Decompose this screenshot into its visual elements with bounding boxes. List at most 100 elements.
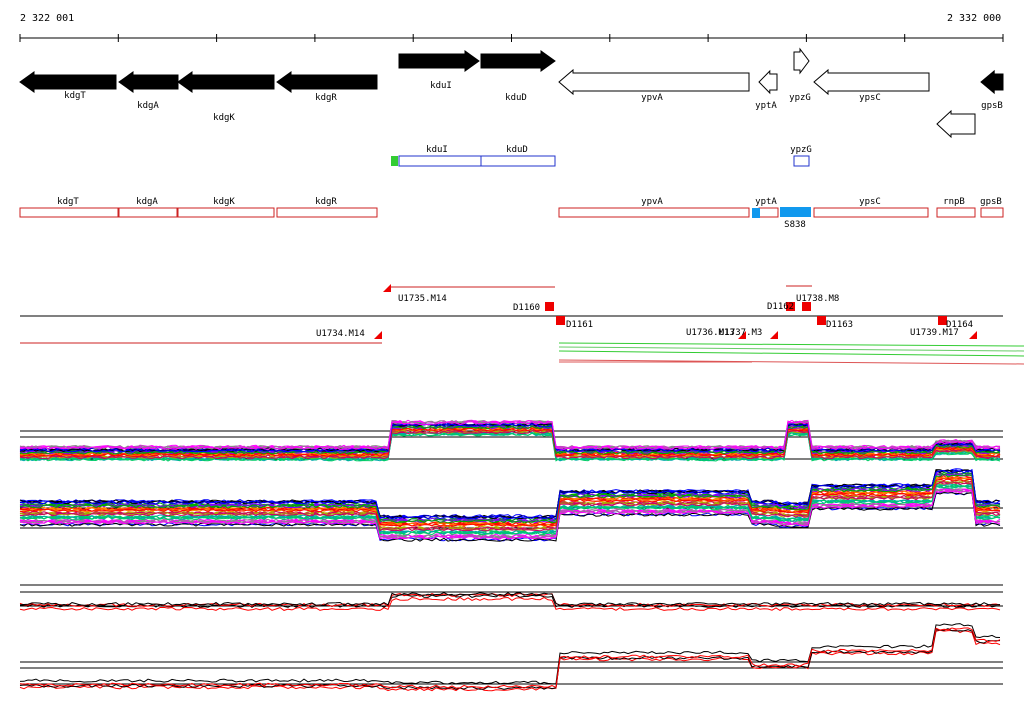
segmentation-track: U1734.M14U1735.M14D1160D1161U1736.M13U17… <box>20 284 1024 365</box>
transcript-label-gpsB: gpsB <box>980 197 1002 207</box>
profile-line-upper <box>19 427 1001 457</box>
gene-arrow-gpsB[interactable] <box>980 69 1004 95</box>
transcript-track: kdgT kdgA kdgK kdgR ypvA yptA ypsC rnpB gpsB S838 <box>19 197 1004 230</box>
breakpoint-u1734-m14[interactable] <box>374 331 382 339</box>
profile-line-lower <box>19 471 1001 522</box>
summary-line-upper <box>19 593 1001 609</box>
transcript-kdgK[interactable] <box>177 207 275 218</box>
gene-arrow-kdgR[interactable] <box>276 71 378 93</box>
breakpoint-u1736-m13[interactable] <box>738 331 746 339</box>
breakpoint-d1161-label: D1161 <box>566 320 593 330</box>
transcript-marker <box>752 208 760 218</box>
profile-line-lower <box>19 480 1001 531</box>
gene-arrow-yptA[interactable] <box>758 69 778 95</box>
breakpoint-d1161[interactable] <box>556 316 565 325</box>
transcript-label-rnpB: rnpB <box>943 197 965 207</box>
profile-line-lower <box>19 485 1000 536</box>
profile-line-lower <box>19 489 1001 540</box>
breakpoint-u1735-m14[interactable] <box>383 284 391 292</box>
segment-extent-line <box>558 359 1024 365</box>
coordinate-ruler <box>19 34 1004 42</box>
transcript-label-kdgA: kdgA <box>136 197 158 207</box>
summary-line-lower <box>19 628 1001 690</box>
breakpoint-u1734-m14-label: U1734.M14 <box>316 329 365 339</box>
breakpoint-u1735-m14-label: U1735.M14 <box>398 294 447 304</box>
transcript-kdgA[interactable] <box>118 207 178 218</box>
operon-start-marker <box>391 156 398 166</box>
gene-arrow-kdgA[interactable] <box>118 71 179 93</box>
operon-kduI[interactable] <box>398 155 482 167</box>
transcript-kdgT[interactable] <box>19 207 119 218</box>
gene-arrow-ypvA[interactable] <box>558 68 750 96</box>
transcript-label-yptA: yptA <box>755 197 777 207</box>
transcript-rnpB[interactable] <box>936 207 976 218</box>
axis-start-label: 2 322 001 <box>20 13 75 24</box>
breakpoint-u1739-m17-label: U1739.M17 <box>910 328 959 338</box>
transcript-label-ypsC: ypsC <box>859 197 881 207</box>
segment-extent-line <box>558 342 1024 347</box>
gene-label-ypzG: ypzG <box>789 93 811 103</box>
operon-ypzG[interactable] <box>793 155 810 167</box>
operon-label-ypzG: ypzG <box>790 145 812 155</box>
gene-track: kdgT kdgA kdgK kdgR kduI kduD ypvA yptA ypzG ypsC… <box>19 47 1004 139</box>
breakpoint-d1163-label: D1163 <box>826 320 853 330</box>
transcript-label-kdgT: kdgT <box>57 197 79 207</box>
gene-arrow-unnamed[interactable] <box>936 109 976 139</box>
gene-label-ypvA: ypvA <box>641 93 663 103</box>
transcript-ypvA[interactable] <box>558 207 750 218</box>
transcript-ypsC[interactable] <box>813 207 929 218</box>
breakpoint-u1738-m8-label: U1738.M8 <box>796 294 839 304</box>
transcript-gpsB[interactable] <box>980 207 1004 218</box>
breakpoint-u1737-m3-label: U1737.M3 <box>719 328 762 338</box>
operon-track: kduI kduD ypzG <box>391 145 812 167</box>
gene-label-kduI: kduI <box>430 81 452 91</box>
transcript-label-kdgK: kdgK <box>213 197 235 207</box>
breakpoint-d1164-label: D1164 <box>946 320 973 330</box>
gene-arrow-kduI[interactable] <box>398 50 480 72</box>
summary-line-lower <box>19 623 1001 685</box>
breakpoint-d1164[interactable] <box>938 316 947 325</box>
profile-line-upper <box>20 421 1001 451</box>
expression-profile-tracks <box>19 419 1003 692</box>
transcript-label-ypvA: ypvA <box>641 197 663 207</box>
profile-line-lower <box>19 473 1001 524</box>
transcript-label-kdgR: kdgR <box>315 197 337 207</box>
breakpoint-d1162-label: D1162 <box>767 302 794 312</box>
operon-label-kduD: kduD <box>506 145 528 155</box>
operon-kduD[interactable] <box>480 155 556 167</box>
gene-arrow-kdgK[interactable] <box>177 71 275 93</box>
transcript-kdgR[interactable] <box>276 207 378 218</box>
transcript-yptA[interactable] <box>758 207 779 218</box>
gene-label-kdgA: kdgA <box>137 101 159 111</box>
profile-line-lower <box>19 481 1001 532</box>
profile-line-lower <box>19 491 1001 542</box>
gene-arrow-kdgT[interactable] <box>19 71 117 93</box>
breakpoint-d1163[interactable] <box>817 316 826 325</box>
summary-line-upper <box>19 596 1001 611</box>
gene-label-kdgK: kdgK <box>213 113 235 123</box>
summary-line-upper <box>19 592 1001 608</box>
gene-arrow-kduD[interactable] <box>480 50 556 72</box>
breakpoint-d1160[interactable] <box>545 302 554 311</box>
gene-label-gpsB: gpsB <box>981 101 1003 111</box>
misc-feature-s838[interactable] <box>780 207 811 217</box>
gene-label-yptA: yptA <box>755 101 777 111</box>
breakpoint-u1738-m8[interactable] <box>802 302 811 311</box>
axis-end-label: 2 332 000 <box>947 13 1002 24</box>
gene-arrow-ypsC[interactable] <box>813 68 930 96</box>
misc-feature-label: S838 <box>784 220 806 230</box>
breakpoint-u1739-m17[interactable] <box>969 331 977 339</box>
breakpoint-u1737-m3[interactable] <box>770 331 778 339</box>
profile-line-lower <box>19 491 1001 542</box>
gene-arrow-ypzG[interactable] <box>793 47 810 75</box>
summary-line-lower <box>19 627 1001 689</box>
breakpoint-d1160-label: D1160 <box>513 303 540 313</box>
gene-label-ypsC: ypsC <box>859 93 881 103</box>
breakpoint-d1162[interactable] <box>786 302 795 311</box>
gene-label-kdgR: kdgR <box>315 93 337 103</box>
profile-line-lower <box>20 489 1001 540</box>
segment-extent-line <box>558 346 1024 352</box>
gene-label-kdgT: kdgT <box>64 91 86 101</box>
profile-line-upper <box>19 430 1001 460</box>
profile-line-lower <box>19 477 1001 528</box>
